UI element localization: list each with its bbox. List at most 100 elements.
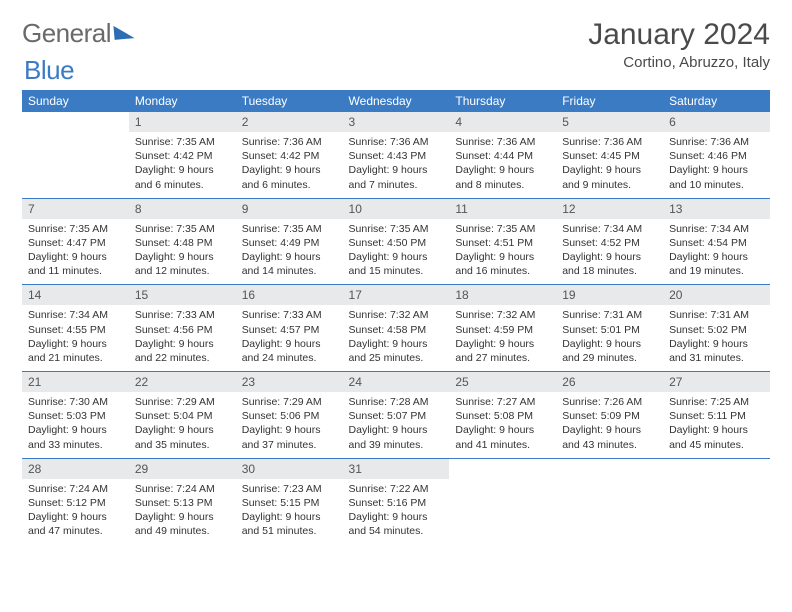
day-number: 29 <box>129 459 236 479</box>
day-cell: 5Sunrise: 7:36 AMSunset: 4:45 PMDaylight… <box>556 112 663 198</box>
daylight-text: Daylight: 9 hours and 11 minutes. <box>28 250 123 278</box>
daylight-text: Daylight: 9 hours and 31 minutes. <box>669 337 764 365</box>
day-cell: 14Sunrise: 7:34 AMSunset: 4:55 PMDayligh… <box>22 285 129 372</box>
daylight-text: Daylight: 9 hours and 43 minutes. <box>562 423 657 451</box>
day-number: 23 <box>236 372 343 392</box>
day-number: 24 <box>343 372 450 392</box>
day-cell: 8Sunrise: 7:35 AMSunset: 4:48 PMDaylight… <box>129 198 236 285</box>
day-number: 30 <box>236 459 343 479</box>
week-row: ..1Sunrise: 7:35 AMSunset: 4:42 PMDaylig… <box>22 112 770 198</box>
sunrise-text: Sunrise: 7:34 AM <box>669 222 764 236</box>
sunrise-text: Sunrise: 7:36 AM <box>349 135 444 149</box>
sunset-text: Sunset: 5:13 PM <box>135 496 230 510</box>
day-number: 27 <box>663 372 770 392</box>
day-cell: 21Sunrise: 7:30 AMSunset: 5:03 PMDayligh… <box>22 372 129 459</box>
week-row: 7Sunrise: 7:35 AMSunset: 4:47 PMDaylight… <box>22 198 770 285</box>
weekday-header-row: Sunday Monday Tuesday Wednesday Thursday… <box>22 90 770 112</box>
sunrise-text: Sunrise: 7:36 AM <box>669 135 764 149</box>
day-body: Sunrise: 7:29 AMSunset: 5:06 PMDaylight:… <box>236 392 343 458</box>
day-number: 1 <box>129 112 236 132</box>
day-body: Sunrise: 7:34 AMSunset: 4:52 PMDaylight:… <box>556 219 663 285</box>
day-cell: 31Sunrise: 7:22 AMSunset: 5:16 PMDayligh… <box>343 458 450 544</box>
day-body: Sunrise: 7:27 AMSunset: 5:08 PMDaylight:… <box>449 392 556 458</box>
title-block: January 2024 Cortino, Abruzzo, Italy <box>588 18 770 71</box>
day-body: Sunrise: 7:35 AMSunset: 4:48 PMDaylight:… <box>129 219 236 285</box>
sunset-text: Sunset: 5:12 PM <box>28 496 123 510</box>
daylight-text: Daylight: 9 hours and 21 minutes. <box>28 337 123 365</box>
logo-text-2: Blue <box>24 55 74 86</box>
weekday-header: Wednesday <box>343 90 450 112</box>
day-cell: .. <box>556 458 663 544</box>
weekday-header: Saturday <box>663 90 770 112</box>
day-cell: 23Sunrise: 7:29 AMSunset: 5:06 PMDayligh… <box>236 372 343 459</box>
daylight-text: Daylight: 9 hours and 47 minutes. <box>28 510 123 538</box>
sunset-text: Sunset: 4:52 PM <box>562 236 657 250</box>
weekday-header: Thursday <box>449 90 556 112</box>
daylight-text: Daylight: 9 hours and 8 minutes. <box>455 163 550 191</box>
sunrise-text: Sunrise: 7:36 AM <box>455 135 550 149</box>
daylight-text: Daylight: 9 hours and 33 minutes. <box>28 423 123 451</box>
logo-text-1: General <box>22 18 111 49</box>
day-cell: 22Sunrise: 7:29 AMSunset: 5:04 PMDayligh… <box>129 372 236 459</box>
day-body: Sunrise: 7:32 AMSunset: 4:58 PMDaylight:… <box>343 305 450 371</box>
sunset-text: Sunset: 4:45 PM <box>562 149 657 163</box>
day-cell: 15Sunrise: 7:33 AMSunset: 4:56 PMDayligh… <box>129 285 236 372</box>
sunrise-text: Sunrise: 7:29 AM <box>242 395 337 409</box>
day-cell: 18Sunrise: 7:32 AMSunset: 4:59 PMDayligh… <box>449 285 556 372</box>
day-body: Sunrise: 7:24 AMSunset: 5:13 PMDaylight:… <box>129 479 236 545</box>
day-body: Sunrise: 7:31 AMSunset: 5:01 PMDaylight:… <box>556 305 663 371</box>
daylight-text: Daylight: 9 hours and 35 minutes. <box>135 423 230 451</box>
day-number: 16 <box>236 285 343 305</box>
day-body: Sunrise: 7:35 AMSunset: 4:42 PMDaylight:… <box>129 132 236 198</box>
daylight-text: Daylight: 9 hours and 41 minutes. <box>455 423 550 451</box>
day-body: Sunrise: 7:36 AMSunset: 4:43 PMDaylight:… <box>343 132 450 198</box>
day-body: Sunrise: 7:34 AMSunset: 4:55 PMDaylight:… <box>22 305 129 371</box>
daylight-text: Daylight: 9 hours and 22 minutes. <box>135 337 230 365</box>
logo: General <box>22 18 134 49</box>
day-cell: 16Sunrise: 7:33 AMSunset: 4:57 PMDayligh… <box>236 285 343 372</box>
sunset-text: Sunset: 4:58 PM <box>349 323 444 337</box>
sunrise-text: Sunrise: 7:28 AM <box>349 395 444 409</box>
sunrise-text: Sunrise: 7:23 AM <box>242 482 337 496</box>
sunrise-text: Sunrise: 7:35 AM <box>135 222 230 236</box>
day-body: Sunrise: 7:24 AMSunset: 5:12 PMDaylight:… <box>22 479 129 545</box>
sunrise-text: Sunrise: 7:25 AM <box>669 395 764 409</box>
day-number: 8 <box>129 199 236 219</box>
sunset-text: Sunset: 5:03 PM <box>28 409 123 423</box>
day-cell: 1Sunrise: 7:35 AMSunset: 4:42 PMDaylight… <box>129 112 236 198</box>
daylight-text: Daylight: 9 hours and 16 minutes. <box>455 250 550 278</box>
calendar-table: Sunday Monday Tuesday Wednesday Thursday… <box>22 90 770 544</box>
day-number: 6 <box>663 112 770 132</box>
day-body: Sunrise: 7:36 AMSunset: 4:46 PMDaylight:… <box>663 132 770 198</box>
sunset-text: Sunset: 5:08 PM <box>455 409 550 423</box>
day-body: Sunrise: 7:36 AMSunset: 4:42 PMDaylight:… <box>236 132 343 198</box>
day-number: 26 <box>556 372 663 392</box>
day-body: Sunrise: 7:29 AMSunset: 5:04 PMDaylight:… <box>129 392 236 458</box>
day-cell: 9Sunrise: 7:35 AMSunset: 4:49 PMDaylight… <box>236 198 343 285</box>
sunrise-text: Sunrise: 7:27 AM <box>455 395 550 409</box>
sunset-text: Sunset: 5:06 PM <box>242 409 337 423</box>
sunset-text: Sunset: 5:04 PM <box>135 409 230 423</box>
day-number: 19 <box>556 285 663 305</box>
day-cell: 2Sunrise: 7:36 AMSunset: 4:42 PMDaylight… <box>236 112 343 198</box>
day-cell: .. <box>663 458 770 544</box>
sunset-text: Sunset: 5:01 PM <box>562 323 657 337</box>
sunset-text: Sunset: 5:16 PM <box>349 496 444 510</box>
day-number: 28 <box>22 459 129 479</box>
daylight-text: Daylight: 9 hours and 7 minutes. <box>349 163 444 191</box>
day-cell: 20Sunrise: 7:31 AMSunset: 5:02 PMDayligh… <box>663 285 770 372</box>
sunset-text: Sunset: 4:57 PM <box>242 323 337 337</box>
sunrise-text: Sunrise: 7:30 AM <box>28 395 123 409</box>
daylight-text: Daylight: 9 hours and 24 minutes. <box>242 337 337 365</box>
title-location: Cortino, Abruzzo, Italy <box>588 54 770 71</box>
sunrise-text: Sunrise: 7:24 AM <box>28 482 123 496</box>
day-number: 10 <box>343 199 450 219</box>
week-row: 14Sunrise: 7:34 AMSunset: 4:55 PMDayligh… <box>22 285 770 372</box>
logo-triangle-icon <box>113 24 134 40</box>
calendar-body: .. 1Sunrise: 7:35 AMSunset: 4:42 PMDaylig… <box>22 112 770 544</box>
sunrise-text: Sunrise: 7:31 AM <box>562 308 657 322</box>
day-number: 2 <box>236 112 343 132</box>
daylight-text: Daylight: 9 hours and 27 minutes. <box>455 337 550 365</box>
day-cell: 17Sunrise: 7:32 AMSunset: 4:58 PMDayligh… <box>343 285 450 372</box>
sunset-text: Sunset: 5:11 PM <box>669 409 764 423</box>
